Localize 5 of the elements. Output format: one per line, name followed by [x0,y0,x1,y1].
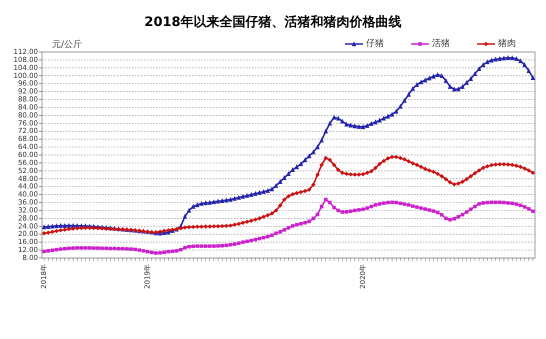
legend-label: 活猪 [432,38,450,49]
legend-label: 仔猪 [366,38,384,49]
chart-title: 2018年以来全国仔猪、活猪和猪肉价格曲线 [144,14,402,30]
y-axis-title: 元/公斤 [52,39,82,50]
legend-label: 猪肉 [498,38,516,49]
